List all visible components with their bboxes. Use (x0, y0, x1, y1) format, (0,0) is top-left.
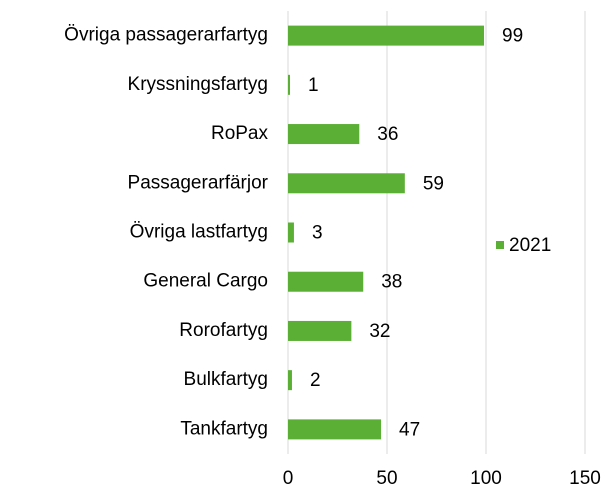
bar (288, 320, 352, 341)
legend-label: 2021 (509, 235, 551, 256)
y-tick-label: Kryssningsfartyg (128, 74, 268, 95)
y-tick-label: Tankfartyg (180, 418, 268, 439)
bar (288, 222, 294, 243)
bar (288, 173, 405, 194)
value-label: 1 (308, 75, 319, 96)
y-tick-label: Passagerarfärjor (128, 172, 269, 193)
bar (288, 271, 364, 292)
legend-marker (496, 241, 504, 249)
value-label: 38 (381, 272, 402, 293)
value-label: 47 (399, 419, 420, 440)
bar (288, 419, 382, 440)
bar (288, 124, 360, 145)
x-tick-label: 100 (470, 468, 502, 489)
y-tick-label: Rorofartyg (179, 320, 268, 341)
y-tick-label: RoPax (211, 123, 269, 144)
y-tick-label: Övriga passagerarfartyg (64, 25, 268, 46)
y-tick-label: Bulkfartyg (184, 369, 268, 390)
value-label: 3 (312, 223, 323, 244)
y-tick-label: Övriga lastfartyg (130, 222, 268, 243)
value-label: 2 (310, 370, 321, 391)
y-tick-label: General Cargo (143, 271, 268, 292)
value-label: 36 (377, 124, 398, 145)
value-label: 59 (423, 173, 444, 194)
value-label: 32 (369, 321, 390, 342)
x-tick-label: 50 (376, 468, 397, 489)
value-label: 99 (502, 26, 523, 47)
x-tick-label: 150 (569, 468, 601, 489)
x-tick-label: 0 (283, 468, 294, 489)
bar (288, 74, 290, 95)
bar (288, 25, 485, 46)
bar (288, 370, 292, 391)
